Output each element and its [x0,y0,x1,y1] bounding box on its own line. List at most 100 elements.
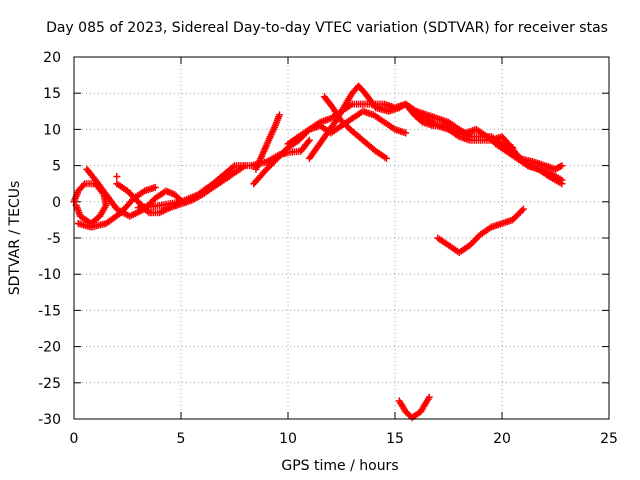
x-tick-label: 25 [600,431,618,447]
data-point-marks [220,170,237,184]
data-point-marks [284,138,301,151]
y-tick-label: -15 [38,303,61,319]
data-point-marks [113,205,132,219]
data-point-marks [502,147,519,161]
series-arc-6 [252,111,283,173]
data-point-marks [318,120,338,144]
data-point-marks [492,140,508,154]
data-point-marks [380,118,397,132]
data-point-marks [91,176,109,197]
data-point-marks [552,163,564,173]
x-tick-label: 10 [279,431,297,447]
data-point-marks [472,125,489,139]
y-tick-labels: -30 -25 -20 -15 -10 -5 0 5 10 15 20 [38,50,61,428]
data-point-marks [408,409,423,422]
y-tick-label: 10 [43,122,61,138]
data-point [402,129,410,137]
grid [73,56,610,420]
data-series [70,82,566,422]
data-point-marks [83,165,98,182]
data-point-marks [395,397,409,414]
data-point-marks [370,111,386,125]
data-point-marks [355,82,368,96]
data-point-marks [102,191,120,211]
data-point-marks [355,133,370,147]
y-tick-label: 0 [52,195,61,211]
data-point-marks [273,145,290,162]
data-point-marks [504,140,520,157]
data-point [558,176,566,184]
data-point-marks [509,207,526,224]
data-point-marks [78,214,95,227]
series-arc-12 [492,140,566,184]
series-arc-8 [284,107,410,148]
y-axis-label: SDTVAR / TECUs [7,181,23,296]
data-point-marks [209,177,226,191]
data-point-marks [513,154,530,168]
data-point-marks [177,191,200,206]
x-tick-label: 5 [177,431,186,447]
y-tick-label: -5 [47,231,61,247]
data-point-marks [445,241,461,255]
data-point-marks [434,234,451,248]
data-point-marks [340,91,355,112]
x-tick-labels: 0 5 10 15 20 25 [70,431,618,447]
data-point-marks [498,133,511,146]
data-point [275,111,283,119]
data-point-marks [156,198,183,209]
data-point-marks [102,210,123,227]
x-axis-label: GPS time / hours [281,458,398,474]
data-point [147,209,155,217]
data-point [425,393,433,401]
data-point-marks [124,187,141,204]
data-point-marks [113,180,130,194]
data-point-marks [445,125,461,139]
data-point-marks [156,204,172,217]
y-tick-label: 5 [52,159,61,175]
y-tick-label: 20 [43,50,61,66]
data-point-marks [331,106,347,126]
data-point-marks [477,224,493,238]
data-point-marks [320,93,336,110]
data-point-marks [73,203,84,220]
data-point-marks [134,202,161,212]
chart-title: Day 085 of 2023, Sidereal Day-to-day VTE… [46,20,608,36]
y-tick-label: -10 [38,267,61,283]
series-arc-2 [74,183,159,231]
data-point-marks [545,169,564,183]
data-point-marks [258,138,272,159]
data-point [151,183,159,191]
data-point [558,162,566,170]
plot-frame [73,56,610,420]
data-point-marks [545,173,564,187]
data-point-marks [417,395,432,416]
y-tick-label: -20 [38,340,61,356]
data-point-marks [372,147,389,161]
y-tick-label: -30 [38,412,61,428]
data-point-marks [198,185,215,199]
data-point [305,136,313,144]
y-tick-label: 15 [43,86,61,102]
data-point-marks [295,127,312,141]
data-point-marks [252,153,265,173]
data-point-marks [209,163,237,188]
data-point-marks [284,134,301,148]
data-point-marks [348,109,365,122]
data-point-marks [74,181,87,195]
data-point-marks [361,89,379,110]
data-point-marks [97,201,110,218]
data-point [519,205,527,213]
y-tick-label: -25 [38,376,61,392]
data-point-marks [250,167,269,188]
data-point [113,172,121,180]
data-point-marks [194,181,215,199]
data-point-marks [363,140,378,154]
x-tick-label: 15 [386,431,404,447]
data-point-marks [466,232,483,249]
data-point-marks [423,115,440,129]
series-arc-9 [320,93,390,162]
series-arc-11 [412,111,566,188]
data-point-marks [162,187,177,198]
